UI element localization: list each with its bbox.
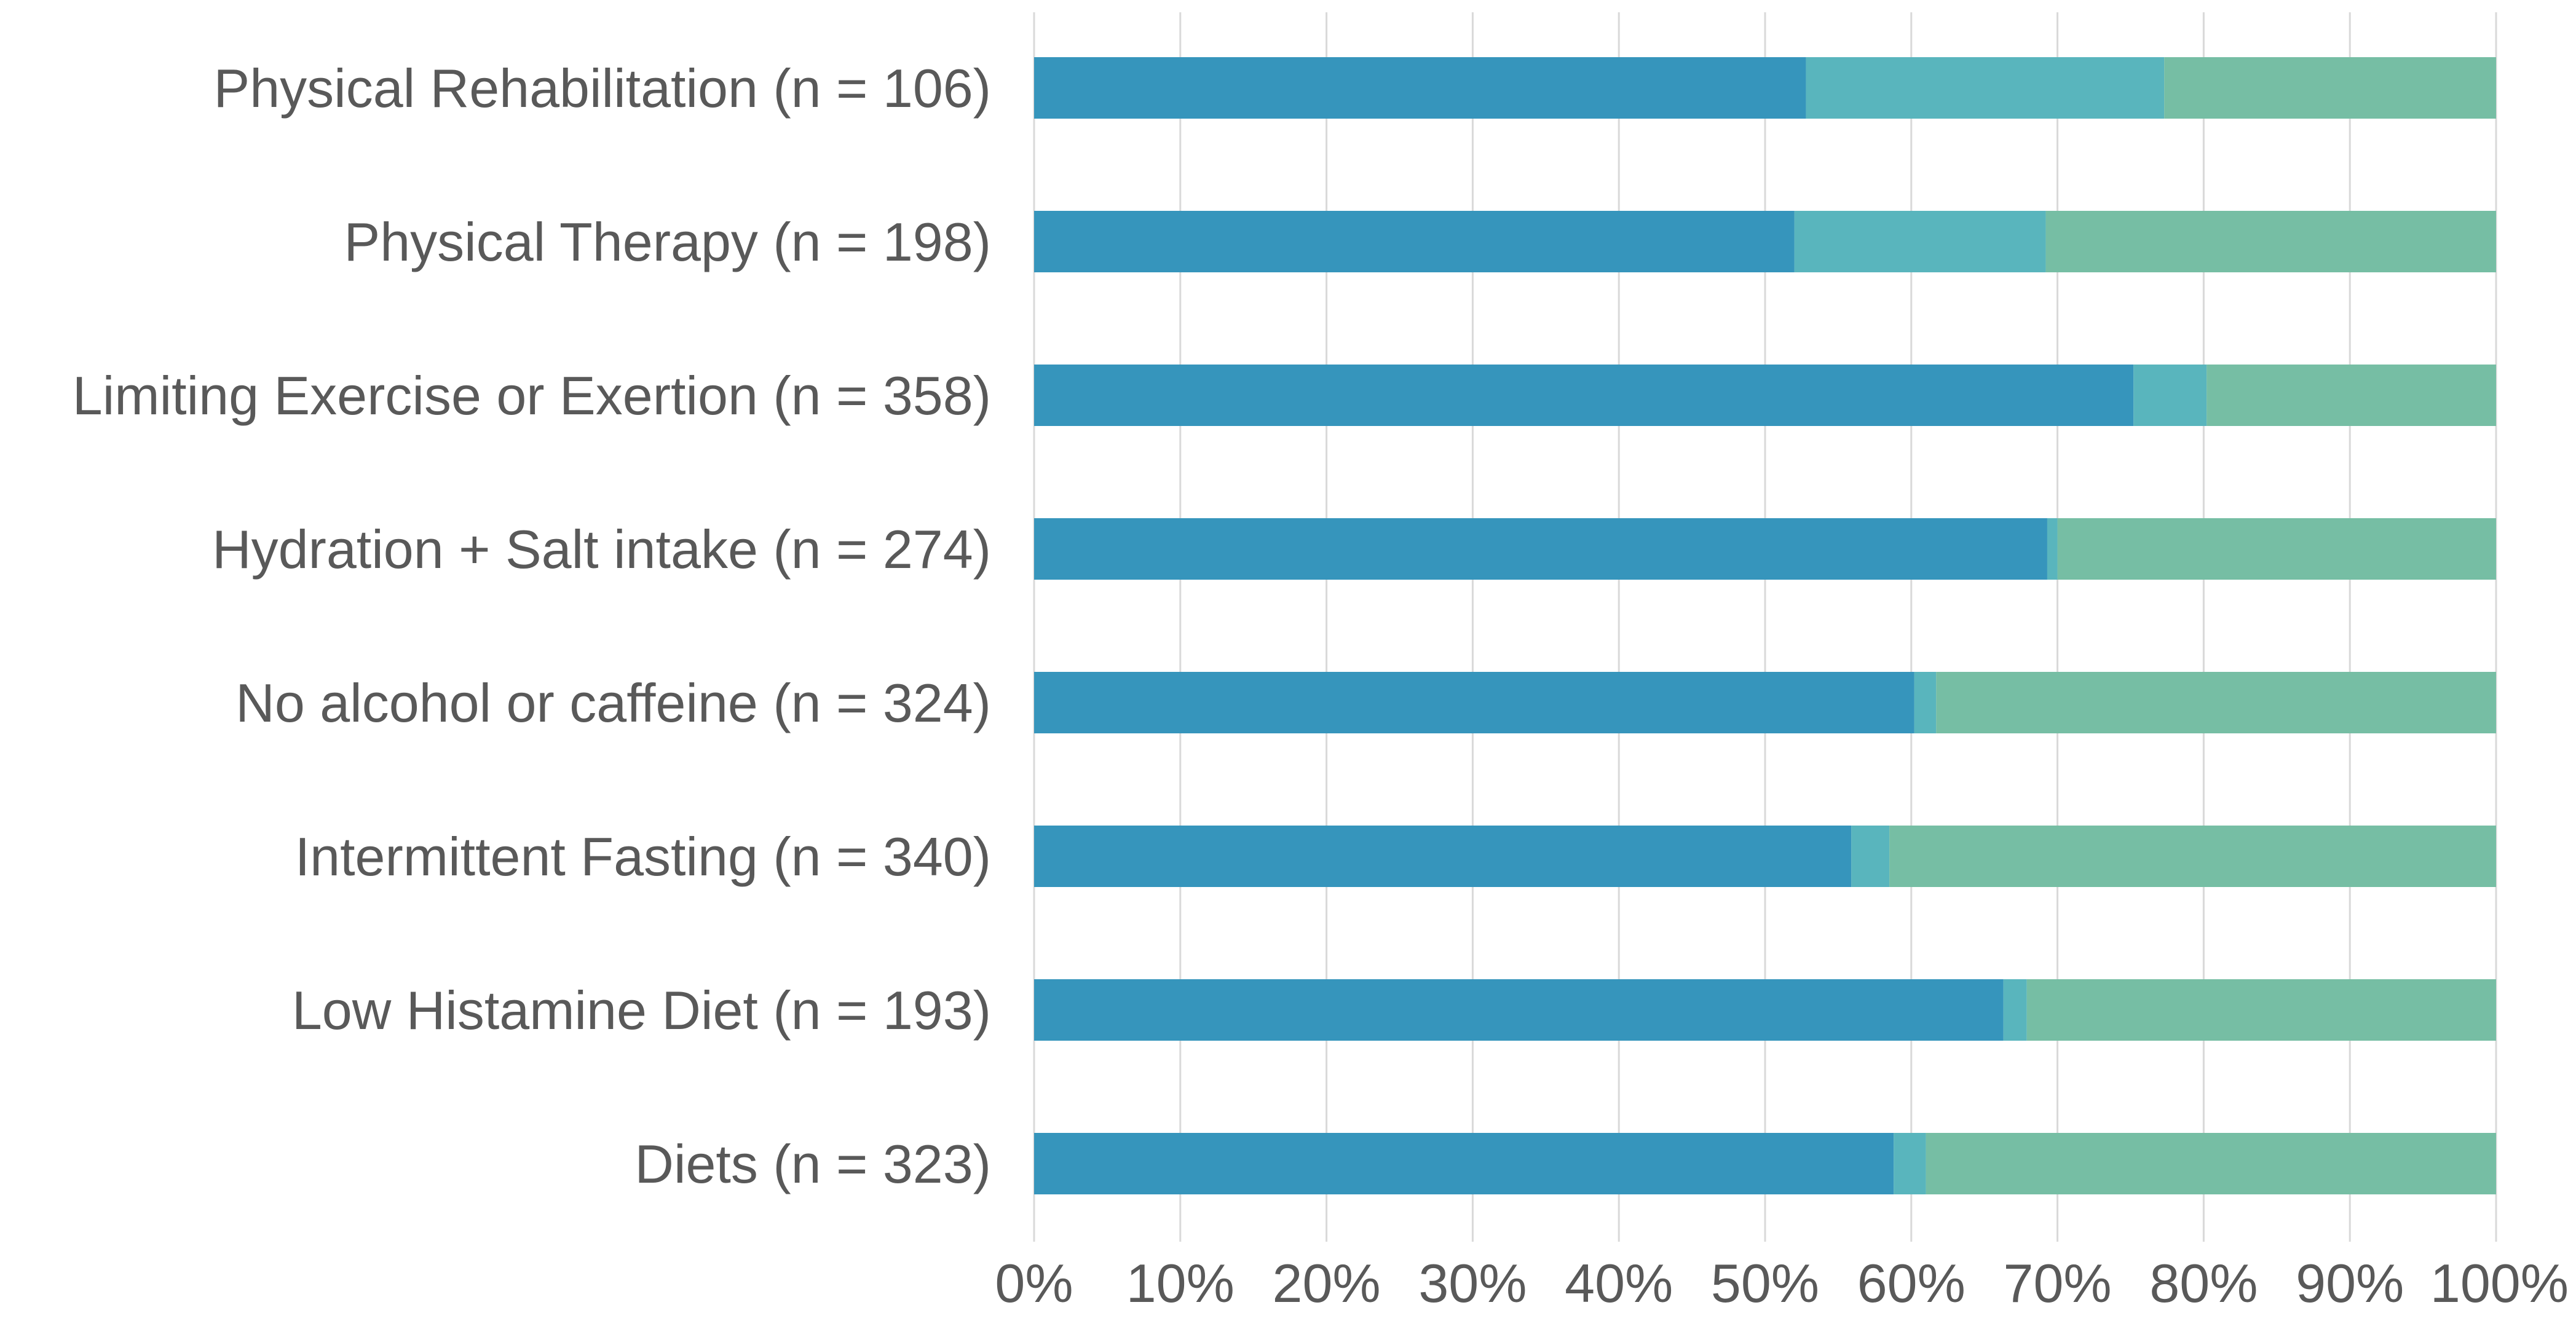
bar-segment-1 <box>1034 826 1852 887</box>
bar-segment-3 <box>1936 672 2496 733</box>
x-tick-label: 10% <box>1126 1253 1235 1314</box>
category-label: Physical Therapy (n = 198) <box>344 211 991 272</box>
x-tick-label: 40% <box>1565 1253 1673 1314</box>
x-tick-label: 70% <box>2004 1253 2112 1314</box>
x-tick-label: 0% <box>995 1253 1073 1314</box>
bar-segment-2 <box>1806 57 2165 119</box>
bar-segment-1 <box>1034 979 2004 1041</box>
category-label: Limiting Exercise or Exertion (n = 358) <box>73 365 991 426</box>
bar-segment-1 <box>1034 672 1914 733</box>
x-tick-label: 80% <box>2149 1253 2258 1314</box>
bar-segment-1 <box>1034 211 1795 272</box>
category-label: Low Histamine Diet (n = 193) <box>292 980 991 1041</box>
bar-segment-3 <box>1926 1133 2496 1194</box>
bar-segment-2 <box>2003 979 2027 1041</box>
bar-segment-3 <box>2164 57 2496 119</box>
x-tick-label: 20% <box>1273 1253 1381 1314</box>
bar-segment-1 <box>1034 57 1806 119</box>
category-label: Hydration + Salt intake (n = 274) <box>212 519 991 580</box>
category-labels: Physical Rehabilitation (n = 106) Physica… <box>73 58 991 1194</box>
bar-segment-2 <box>2133 365 2207 426</box>
bar-segment-3 <box>1889 826 2496 887</box>
category-label: Intermittent Fasting (n = 340) <box>295 826 991 887</box>
x-tick-label: 60% <box>1857 1253 1966 1314</box>
bar-segment-2 <box>2047 518 2058 580</box>
x-tick-label: 50% <box>1711 1253 1819 1314</box>
category-label: No alcohol or caffeine (n = 324) <box>235 672 991 733</box>
bar-segment-2 <box>1851 826 1890 887</box>
x-tick-label: 90% <box>2296 1253 2404 1314</box>
bar-segment-3 <box>2057 518 2496 580</box>
bar-segment-1 <box>1034 518 2047 580</box>
x-axis-tick-labels: 0% 10% 20% 30% 40% 50% 60% 70% 80% 90% 100% <box>995 1253 2569 1314</box>
category-label: Diets (n = 323) <box>634 1134 991 1194</box>
bar-segment-1 <box>1034 1133 1894 1194</box>
bar-segment-2 <box>1914 672 1937 733</box>
bar-segment-2 <box>1794 211 2046 272</box>
x-tick-label: 100% <box>2430 1253 2569 1314</box>
bar-segment-3 <box>2026 979 2496 1041</box>
gridlines <box>1033 12 2497 1242</box>
bar-segment-3 <box>2207 365 2496 426</box>
category-label: Physical Rehabilitation (n = 106) <box>214 58 991 119</box>
bars <box>1034 57 2496 1194</box>
x-tick-label: 30% <box>1418 1253 1527 1314</box>
bar-segment-2 <box>1894 1133 1926 1194</box>
bar-segment-1 <box>1034 365 2134 426</box>
bar-segment-3 <box>2045 211 2496 272</box>
